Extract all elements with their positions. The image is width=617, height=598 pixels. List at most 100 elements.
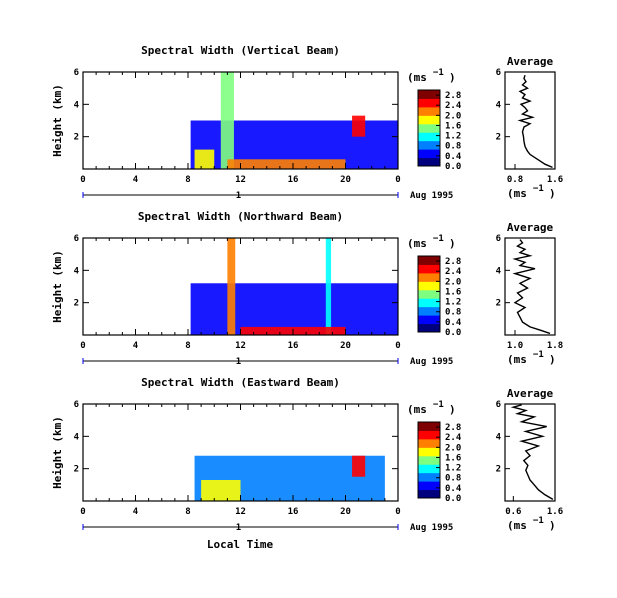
y-tick-label: 6 [74,400,79,410]
colorbar-tick-label: 2.8 [445,423,461,433]
panel-1: Spectral Width (Vertical Beam) 0 4 8 12 16 20 0… [51,44,563,201]
colorbar-frame [417,255,441,333]
y-tick-label: 6 [74,68,79,78]
colorbar-frame [417,89,441,167]
y-tick-label: 2 [74,299,79,309]
average-line [512,239,551,335]
colorbar-unit-close: ) [449,71,456,84]
average-line [517,74,553,169]
colorbar-unit-close: ) [449,403,456,416]
colorbar-tick-label: 0.8 [445,474,461,484]
colorbar-segment [418,464,440,474]
colorbar-tick-label: 1.6 [445,453,461,463]
x-axis-label: Local Time [207,538,274,551]
panel-title: Spectral Width (Eastward Beam) [141,376,340,389]
x-tick-label: 0 [395,341,400,351]
x-tick-label: 20 [340,175,351,185]
average-unit: (ms [507,187,527,200]
average-x-tick-label: 1.0 [507,341,523,351]
colorbar-segment [418,157,440,167]
x-tick-label: 12 [235,175,246,185]
colorbar: 0.00.40.81.21.62.02.42.8 [417,421,462,504]
colorbar-segment [418,315,440,325]
average-unit-close: ) [549,519,556,532]
y-axis-label: Height (km) [51,84,64,157]
date-label: Aug 1995 [410,357,453,367]
y-tick-label: 4 [74,100,80,110]
average-unit-exponent: −1 [533,184,544,194]
average-y-tick-label: 6 [496,400,501,410]
x-tick-label: 8 [185,507,190,517]
colorbar-unit: (ms [407,237,427,250]
x-tick-label: 0 [395,175,400,185]
colorbar-tick-label: 1.2 [445,464,461,474]
colorbar-tick-label: 2.4 [445,101,462,111]
average-unit: (ms [507,353,527,366]
colorbar-tick-label: 0.0 [445,328,461,338]
colorbar-tick-label: 0.8 [445,142,461,152]
average-unit: (ms [507,519,527,532]
heatmap-cells [194,455,385,501]
average-unit-exponent: −1 [533,516,544,526]
x-tick-label: 8 [185,175,190,185]
colorbar: 0.00.40.81.21.62.02.42.8 [417,89,462,172]
average-x-tick-label: 0.6 [505,507,521,517]
x-tick-label: 16 [288,175,299,185]
average-unit-close: ) [549,187,556,200]
colorbar-tick-label: 2.0 [445,277,461,287]
heatmap-cell [325,238,332,335]
colorbar-unit: (ms [407,71,427,84]
colorbar-tick-label: 1.6 [445,287,461,297]
average-title: Average [507,221,554,234]
average-frame [504,237,556,336]
y-tick-label: 4 [74,266,80,276]
panel-title: Spectral Width (Vertical Beam) [141,44,340,57]
average-y-tick-label: 6 [496,68,501,78]
colorbar-tick-label: 0.0 [445,162,461,172]
average-frame [504,403,556,502]
average-y-tick-label: 4 [496,432,502,442]
colorbar-segment [418,489,440,499]
colorbar-segment [418,264,440,274]
x-tick-label: 4 [133,175,139,185]
heatmap-cell [352,115,366,137]
colorbar-segment [418,132,440,142]
colorbar-segment [418,422,440,431]
colorbar-tick-label: 2.8 [445,257,461,267]
average-unit-exponent: −1 [533,350,544,360]
x-tick-label: 0 [80,507,85,517]
colorbar-segment [418,98,440,108]
colorbar-segment [418,123,440,133]
average-title: Average [507,55,554,68]
average-title: Average [507,387,554,400]
colorbar-segment [418,256,440,265]
x-tick-label: 12 [235,341,246,351]
colorbar-tick-label: 0.4 [445,318,462,328]
average-y-tick-label: 2 [496,133,501,143]
average-line [510,404,554,501]
colorbar-tick-label: 1.6 [445,121,461,131]
colorbar-unit-exponent: −1 [433,68,444,78]
day-label: 1 [236,523,241,533]
colorbar-segment [418,281,440,291]
colorbar: 0.00.40.81.21.62.02.42.8 [417,255,462,338]
colorbar-segment [418,323,440,333]
colorbar-segment [418,430,440,440]
colorbar-segment [418,115,440,125]
colorbar-tick-label: 0.0 [445,494,461,504]
average-x-tick-label: 0.8 [507,175,523,185]
average-x-tick-label: 1.6 [547,507,563,517]
colorbar-segment [418,149,440,159]
x-tick-label: 8 [185,341,190,351]
heatmap-cell [227,238,236,335]
average-y-tick-label: 4 [496,266,502,276]
average-y-tick-label: 4 [496,100,502,110]
x-tick-label: 20 [340,507,351,517]
y-axis-label: Height (km) [51,416,64,489]
panel-2: Spectral Width (Northward Beam)0 4 8 12 16 20… [51,210,563,367]
average-x-tick-label: 1.6 [547,175,563,185]
colorbar-segment [418,455,440,465]
average-x-tick-label: 1.8 [547,341,563,351]
colorbar-tick-label: 1.2 [445,298,461,308]
